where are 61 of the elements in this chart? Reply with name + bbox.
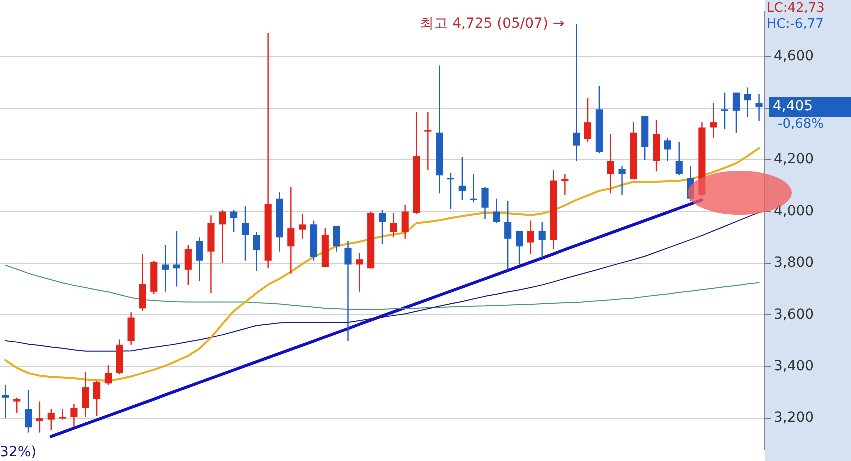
candlestick (344, 240, 352, 342)
candlestick (676, 141, 683, 176)
candlestick (562, 174, 569, 196)
candlestick (458, 156, 466, 201)
candlestick (584, 97, 592, 143)
candlestick (82, 371, 90, 418)
candlestick (470, 174, 478, 204)
candlestick (722, 92, 729, 130)
y-tick-label: 4,000 (774, 203, 814, 220)
candlestick (527, 220, 534, 256)
candlestick (242, 206, 250, 262)
candlestick (59, 408, 66, 420)
candlestick (744, 87, 752, 118)
y-tick-label: 3,400 (774, 358, 814, 375)
candlestick (128, 312, 135, 346)
candlestick (402, 204, 409, 240)
candlestick (333, 225, 340, 252)
candlestick (104, 364, 112, 386)
candlestick (482, 186, 489, 220)
candlestick (48, 408, 55, 431)
candlestick (447, 172, 455, 210)
candlestick (219, 210, 226, 264)
candlestick (664, 137, 672, 162)
text: LC:42,73 (767, 0, 825, 16)
candlestick (756, 94, 763, 122)
y-tick-label: 3,200 (774, 410, 814, 426)
candlestick (573, 24, 580, 162)
y-tick-label: 3,600 (774, 306, 814, 323)
candlestick (94, 380, 101, 417)
candlestick (538, 222, 546, 259)
candlestick (36, 401, 44, 434)
candlestick (618, 166, 626, 196)
y-tick-label: 4,200 (774, 152, 814, 168)
candlestick (504, 200, 512, 271)
text: HC:-6,77 (767, 16, 824, 32)
candlestick (162, 244, 170, 292)
candlestick (299, 214, 306, 240)
text: -0,68% (778, 116, 824, 132)
candlestick (710, 102, 718, 139)
candlestick (230, 210, 238, 234)
candlestick (25, 390, 32, 434)
candlestick (390, 212, 398, 238)
annotation: 최고 4,725 (05/07) → (420, 16, 565, 32)
candlestick (70, 404, 78, 428)
candlestick (493, 198, 500, 224)
candlestick (2, 384, 10, 420)
candlestick (253, 232, 260, 272)
candlestick (732, 92, 740, 134)
candlestick (14, 397, 21, 414)
candlestick (424, 112, 432, 171)
candlestick (288, 186, 295, 274)
y-tick-label: 3,800 (774, 255, 814, 272)
candlestick (356, 252, 364, 292)
candlestick (184, 244, 192, 286)
candlestick (378, 210, 386, 245)
candlestick (516, 230, 524, 266)
candlestick (196, 237, 204, 282)
y-tick-label: 4,600 (774, 48, 814, 64)
candlestick (607, 134, 614, 194)
annotation: 32%) (0, 444, 37, 461)
text: 4,405 (773, 98, 814, 115)
